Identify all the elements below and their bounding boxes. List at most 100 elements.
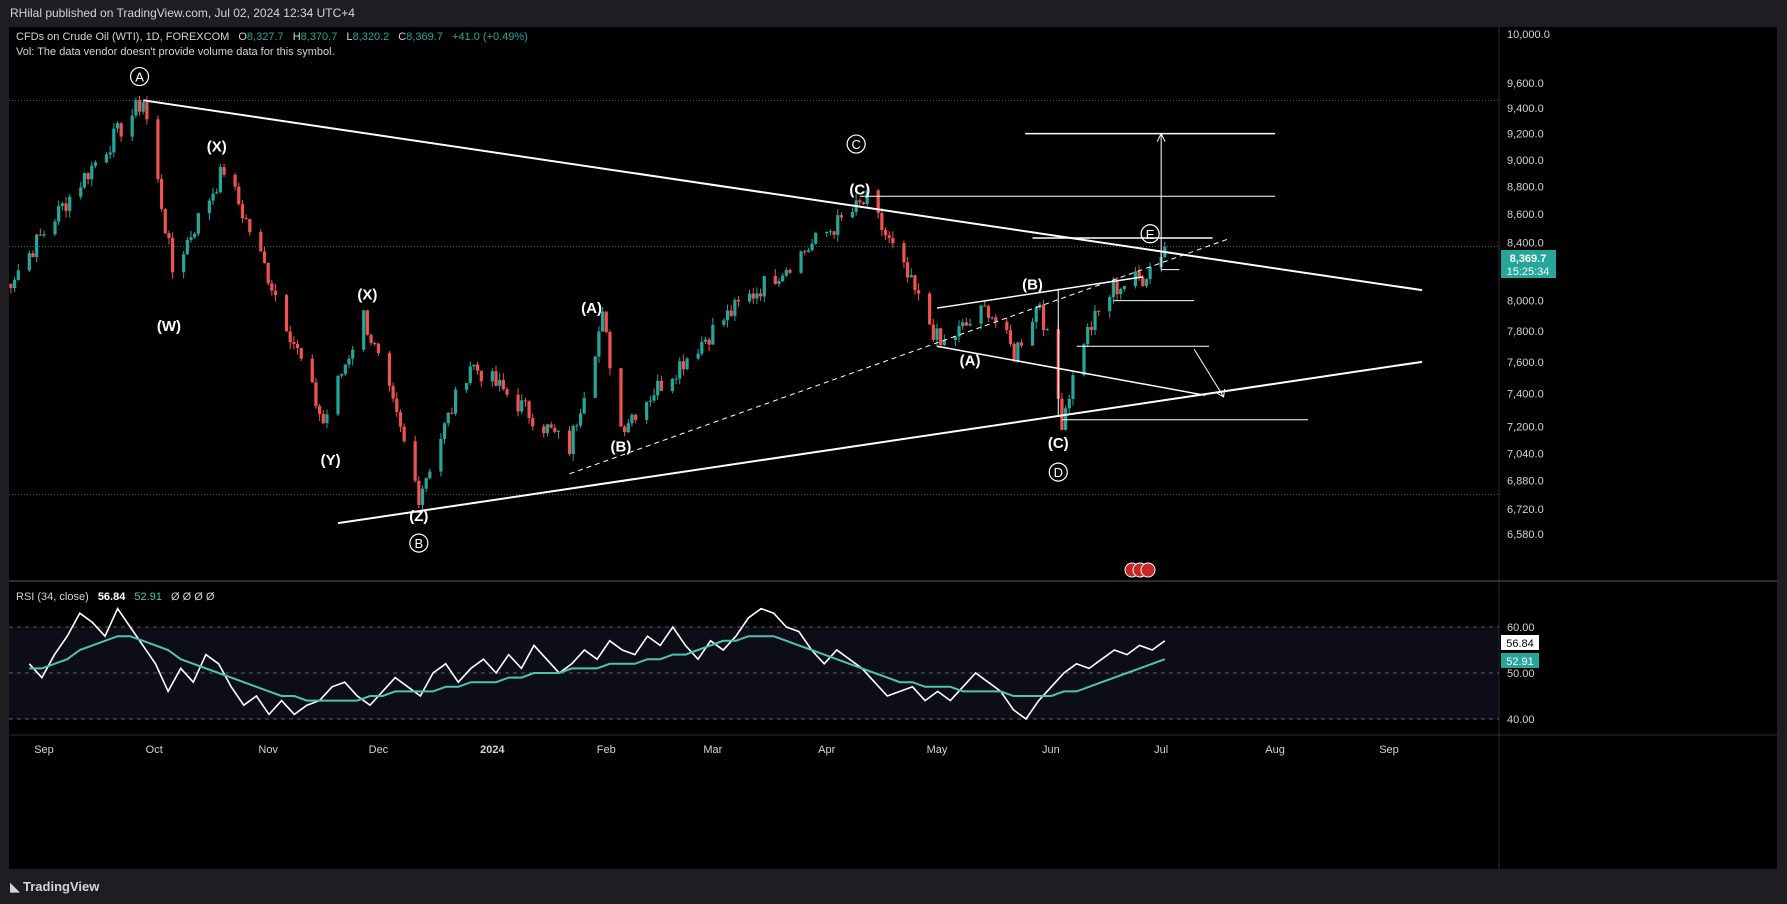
candle-body	[531, 418, 535, 427]
candle-body	[700, 341, 704, 354]
candle-body	[373, 342, 377, 344]
candle-body	[957, 326, 961, 337]
candle-body	[292, 342, 296, 344]
candle-body	[1119, 289, 1123, 295]
candle-body	[1019, 342, 1024, 346]
candle-body	[112, 128, 116, 153]
price-tick-label: 6,720.0	[1507, 504, 1544, 516]
candle-body	[545, 424, 550, 434]
candle-body	[549, 424, 553, 428]
candle-body	[832, 231, 836, 235]
candle-body	[681, 361, 686, 370]
candle-body	[1016, 342, 1020, 362]
candle-body	[626, 423, 630, 433]
candle-body	[218, 167, 222, 193]
candle-body	[961, 322, 965, 327]
candle-body	[630, 414, 634, 424]
candle-body	[420, 488, 425, 505]
candle-body	[858, 200, 862, 203]
candle-body	[494, 371, 498, 386]
price-tick-label: 10,000.0	[1507, 29, 1550, 41]
candle-body	[185, 240, 189, 255]
chart-frame[interactable]: A (X) (W) (X) (Y) (Z) B (A) (B) C (C) (A) (B) (C) D E 1…	[1, 27, 1777, 869]
wave-label: D	[1054, 465, 1063, 480]
candle-body	[156, 119, 160, 179]
price-tick-label: 9,600.0	[1507, 78, 1544, 90]
rsi-legend-value: 56.84	[98, 591, 126, 603]
economic-events-flags[interactable]	[1124, 562, 1156, 578]
candle-body	[755, 293, 759, 299]
channel-lower-line	[936, 345, 1206, 397]
drawings-layer	[143, 99, 1423, 525]
publisher-bar: RHilal published on TradingView.com, Jul…	[0, 0, 1787, 27]
rsi-tick-label: 50.00	[1507, 668, 1535, 680]
candle-body	[928, 293, 932, 325]
candle-body	[145, 102, 149, 120]
wave-label-circle	[409, 533, 429, 553]
us-flag-icon[interactable]	[1140, 562, 1156, 578]
candle-body	[942, 339, 946, 346]
price-tick-label: 8,600.0	[1507, 209, 1544, 221]
candle-body	[9, 283, 13, 289]
price-tick-label: 9,000.0	[1507, 155, 1544, 167]
rsi-pane[interactable]	[28, 606, 1166, 721]
candle-body	[343, 364, 347, 375]
price-tick-label: 7,600.0	[1507, 357, 1544, 369]
candle-body	[211, 193, 215, 201]
candle-body	[839, 215, 844, 218]
candle-body	[836, 215, 840, 235]
candle-body	[1008, 330, 1013, 344]
wave-label: (B)	[611, 439, 632, 456]
candle-body	[196, 213, 200, 234]
svg-text:52.91: 52.91	[1506, 656, 1534, 668]
candle-body	[284, 295, 289, 332]
candle-body	[685, 358, 689, 370]
volume-note: Vol: The data vendor doesn't provide vol…	[16, 46, 335, 58]
candle-body	[182, 254, 186, 273]
candle-body	[93, 162, 98, 166]
candle-body	[336, 375, 340, 415]
candle-body	[1041, 304, 1046, 330]
candle-body	[575, 425, 579, 427]
candle-body	[395, 398, 399, 413]
candle-body	[387, 353, 392, 386]
price-tick-label: 8,400.0	[1507, 237, 1544, 249]
candle-body	[953, 336, 957, 340]
time-tick-label: Sep	[1379, 744, 1399, 756]
wave-label: (Y)	[321, 452, 341, 469]
candle-body	[365, 310, 369, 335]
candle-body	[90, 165, 94, 180]
candle-body	[1067, 398, 1071, 409]
candle-body	[931, 324, 935, 340]
candle-body	[711, 324, 715, 345]
candle-body	[31, 253, 35, 258]
candle-body	[990, 317, 994, 319]
candle-body	[13, 279, 17, 289]
price-chart[interactable]: A (X) (W) (X) (Y) (Z) B (A) (B) C (C) (A) (B) (C) D E 1…	[1, 27, 1777, 869]
candle-body	[567, 430, 572, 455]
wave-label: (A)	[581, 300, 602, 317]
candle-body	[608, 332, 612, 369]
candle-body	[119, 123, 123, 137]
candle-body	[645, 401, 649, 420]
wave-label: E	[1146, 227, 1155, 242]
candle-body	[439, 438, 443, 472]
candle-body	[215, 192, 219, 194]
price-tag-value: 8,369.7	[1510, 253, 1547, 265]
candle-body	[652, 395, 656, 401]
candle-body	[1082, 344, 1086, 376]
price-tick-label: 6,580.0	[1507, 529, 1544, 541]
arrow-down-line	[1193, 349, 1225, 398]
candle-body	[299, 348, 303, 359]
publisher-text: RHilal published on TradingView.com, Jul…	[10, 6, 355, 20]
candle-body	[413, 441, 417, 481]
candle-body	[137, 99, 142, 112]
candle-body	[729, 310, 733, 316]
wave-label-circle	[1048, 462, 1068, 482]
tradingview-logo[interactable]: ◣ TradingView	[10, 879, 99, 895]
candle-body	[582, 397, 586, 414]
rsi-ma-tag: 52.91	[1501, 653, 1539, 668]
candle-body	[733, 300, 737, 316]
candle-body	[659, 380, 663, 392]
candle-body	[597, 331, 601, 357]
